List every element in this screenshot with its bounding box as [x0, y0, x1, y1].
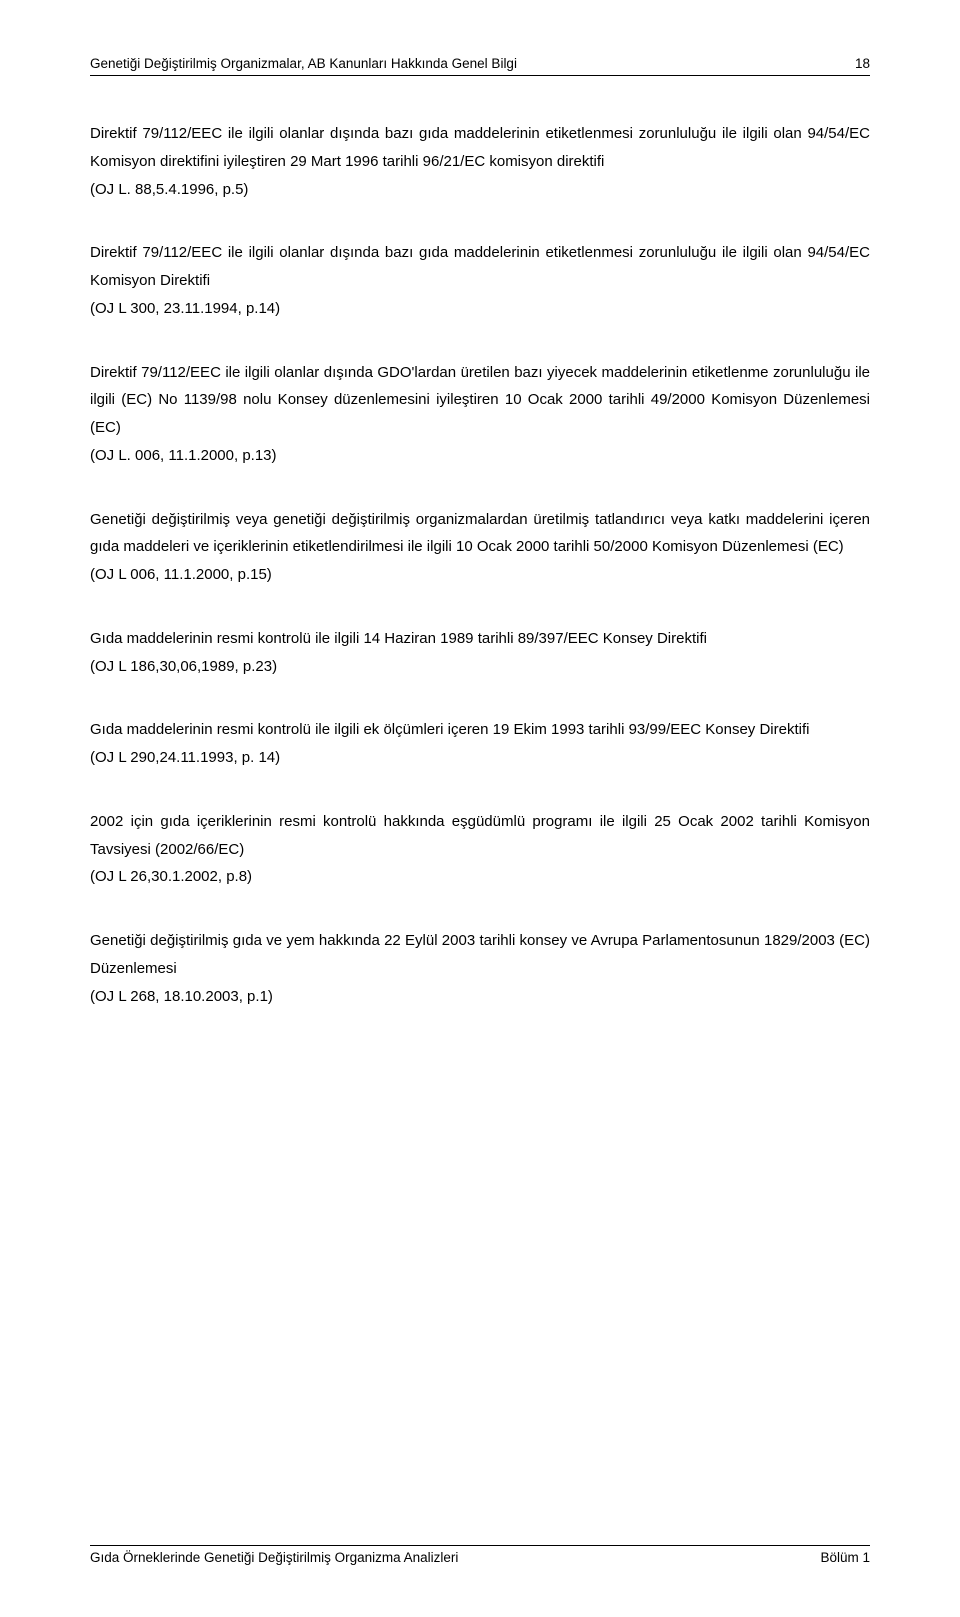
- document-body: Direktif 79/112/EEC ile ilgili olanlar d…: [90, 120, 870, 1010]
- header-title: Genetiği Değiştirilmiş Organizmalar, AB …: [90, 56, 517, 71]
- citation: (OJ L 26,30.1.2002, p.8): [90, 863, 870, 891]
- section-1: Direktif 79/112/EEC ile ilgili olanlar d…: [90, 120, 870, 203]
- section-3: Direktif 79/112/EEC ile ilgili olanlar d…: [90, 359, 870, 470]
- paragraph: Genetiği değiştirilmiş gıda ve yem hakkı…: [90, 927, 870, 983]
- citation: (OJ L. 006, 11.1.2000, p.13): [90, 442, 870, 470]
- citation: (OJ L 300, 23.11.1994, p.14): [90, 295, 870, 323]
- section-7: 2002 için gıda içeriklerinin resmi kontr…: [90, 808, 870, 891]
- paragraph: Direktif 79/112/EEC ile ilgili olanlar d…: [90, 239, 870, 295]
- footer-left: Gıda Örneklerinde Genetiği Değiştirilmiş…: [90, 1550, 458, 1565]
- citation: (OJ L 186,30,06,1989, p.23): [90, 653, 870, 681]
- footer-right: Bölüm 1: [820, 1550, 870, 1565]
- paragraph: Genetiği değiştirilmiş veya genetiği değ…: [90, 506, 870, 562]
- paragraph: Gıda maddelerinin resmi kontrolü ile ilg…: [90, 716, 870, 744]
- page-number: 18: [855, 56, 870, 71]
- paragraph: Direktif 79/112/EEC ile ilgili olanlar d…: [90, 120, 870, 176]
- citation: (OJ L 268, 18.10.2003, p.1): [90, 983, 870, 1011]
- paragraph: 2002 için gıda içeriklerinin resmi kontr…: [90, 808, 870, 864]
- paragraph: Direktif 79/112/EEC ile ilgili olanlar d…: [90, 359, 870, 442]
- section-2: Direktif 79/112/EEC ile ilgili olanlar d…: [90, 239, 870, 322]
- section-8: Genetiği değiştirilmiş gıda ve yem hakkı…: [90, 927, 870, 1010]
- section-6: Gıda maddelerinin resmi kontrolü ile ilg…: [90, 716, 870, 772]
- citation: (OJ L. 88,5.4.1996, p.5): [90, 176, 870, 204]
- document-page: Genetiği Değiştirilmiş Organizmalar, AB …: [0, 0, 960, 1617]
- paragraph: Gıda maddelerinin resmi kontrolü ile ilg…: [90, 625, 870, 653]
- running-footer: Gıda Örneklerinde Genetiği Değiştirilmiş…: [90, 1545, 870, 1565]
- section-5: Gıda maddelerinin resmi kontrolü ile ilg…: [90, 625, 870, 681]
- citation: (OJ L 290,24.11.1993, p. 14): [90, 744, 870, 772]
- running-header: Genetiği Değiştirilmiş Organizmalar, AB …: [90, 56, 870, 76]
- section-4: Genetiği değiştirilmiş veya genetiği değ…: [90, 506, 870, 589]
- citation: (OJ L 006, 11.1.2000, p.15): [90, 561, 870, 589]
